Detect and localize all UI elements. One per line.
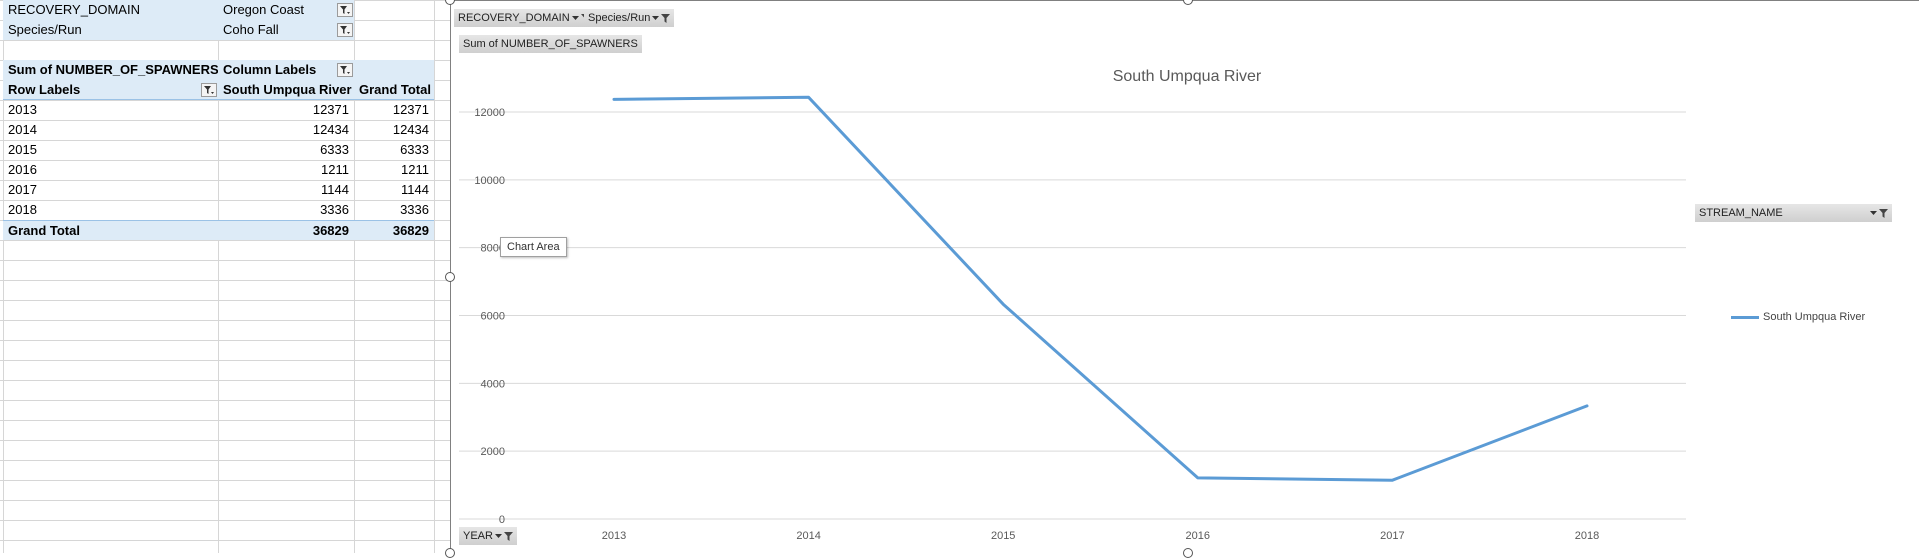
row-value[interactable]: 3336 <box>320 202 349 217</box>
row-total[interactable]: 1211 <box>401 162 429 177</box>
field-button-label: STREAM_NAME <box>1699 207 1783 219</box>
funnel-icon <box>340 5 350 14</box>
column-labels-filter-button[interactable] <box>337 63 353 77</box>
y-tick-label: 0 <box>499 514 505 526</box>
chart-field-button-stream-name[interactable]: STREAM_NAME <box>1695 204 1892 222</box>
row-labels-header[interactable]: Row Labels <box>3 80 218 100</box>
filter-value-recovery-domain[interactable]: Oregon Coast <box>218 0 354 20</box>
y-tick-label: 6000 <box>481 311 505 323</box>
row-label[interactable]: 2013 <box>8 102 37 117</box>
filter-value-species-run[interactable]: Coho Fall <box>218 20 354 40</box>
field-button-label: RECOVERY_DOMAIN <box>458 12 570 24</box>
chart-field-button-values[interactable]: Sum of NUMBER_OF_SPAWNERS <box>459 35 642 53</box>
column-header-south-umpqua: South Umpqua River <box>218 80 354 100</box>
row-total[interactable]: 12371 <box>392 102 429 117</box>
grid-line <box>218 0 219 553</box>
funnel-icon <box>1879 208 1888 218</box>
chart-field-button-year[interactable]: YEAR <box>459 527 517 545</box>
chart-legend[interactable]: South Umpqua River <box>1731 309 1865 325</box>
series-line[interactable] <box>612 95 1589 482</box>
grid-line <box>354 0 355 553</box>
legend-swatch <box>1731 315 1759 319</box>
funnel-icon <box>340 25 350 34</box>
x-tick-label: 2013 <box>602 530 626 542</box>
field-button-label: YEAR <box>463 530 493 542</box>
total-divider <box>3 220 434 221</box>
row-value[interactable]: 12371 <box>312 102 349 117</box>
chart-title[interactable]: South Umpqua River <box>1113 68 1262 85</box>
resize-handle[interactable] <box>445 272 455 282</box>
x-axis[interactable]: 2013 2014 2015 2016 2017 2018 <box>602 530 1599 542</box>
field-button-label: Species/Run <box>588 12 651 24</box>
grand-total-label[interactable]: Grand Total <box>3 221 218 240</box>
row-total[interactable]: 6333 <box>400 142 429 157</box>
field-button-label: Sum of NUMBER_OF_SPAWNERS <box>463 38 638 50</box>
filter-field-recovery-domain: RECOVERY_DOMAIN <box>3 0 218 20</box>
funnel-icon <box>340 65 350 74</box>
row-labels-filter-button[interactable] <box>201 83 217 97</box>
row-value[interactable]: 12434 <box>312 122 349 137</box>
x-tick-label: 2018 <box>1575 530 1599 542</box>
grid-line <box>3 0 4 553</box>
legend-label: South Umpqua River <box>1763 311 1866 323</box>
spreadsheet-grid[interactable]: RECOVERY_DOMAIN Oregon Coast Species/Run… <box>0 0 450 553</box>
filter-dropdown-species-run[interactable] <box>337 23 353 37</box>
chart-field-button-recovery-domain[interactable]: RECOVERY_DOMAIN <box>454 9 594 27</box>
funnel-icon <box>204 85 214 94</box>
header-divider <box>3 99 434 100</box>
x-tick-label: 2015 <box>991 530 1015 542</box>
chart-field-button-species-run[interactable]: Species/Run <box>584 9 675 27</box>
x-tick-label: 2016 <box>1186 530 1210 542</box>
row-label[interactable]: 2016 <box>8 162 37 177</box>
row-value[interactable]: 6333 <box>320 142 349 157</box>
values-field-header: Sum of NUMBER_OF_SPAWNERS <box>3 60 218 80</box>
row-label[interactable]: 2014 <box>8 122 37 137</box>
row-total[interactable]: 12434 <box>392 122 429 137</box>
chart-tooltip: Chart Area <box>500 237 567 257</box>
row-value[interactable]: 1144 <box>321 182 349 197</box>
funnel-icon <box>503 531 513 541</box>
row-total[interactable]: 3336 <box>400 202 429 217</box>
filter-dropdown-recovery-domain[interactable] <box>337 3 353 17</box>
y-axis[interactable]: 0 2000 4000 6000 8000 10000 12000 <box>474 107 505 526</box>
column-labels-header[interactable]: Column Labels <box>218 60 434 80</box>
caret-down-icon <box>494 533 502 538</box>
y-tick-label: 12000 <box>474 107 505 119</box>
x-tick-label: 2017 <box>1380 530 1404 542</box>
field-button-icons <box>1870 208 1888 218</box>
caret-down-icon <box>571 15 579 20</box>
x-tick-label: 2014 <box>796 530 820 542</box>
y-tick-label: 10000 <box>474 175 505 187</box>
row-value[interactable]: 1211 <box>321 162 349 177</box>
row-total[interactable]: 1144 <box>401 182 429 197</box>
caret-down-icon <box>1870 210 1877 215</box>
y-tick-label: 2000 <box>481 446 505 458</box>
grid-line <box>434 0 435 553</box>
gridlines <box>459 111 1686 520</box>
grand-total-value[interactable]: 36829 <box>218 221 354 240</box>
column-header-grand-total: Grand Total <box>354 80 434 100</box>
caret-down-icon <box>652 15 660 20</box>
filter-field-species-run: Species/Run <box>3 20 218 40</box>
plot-area[interactable] <box>612 95 1589 482</box>
funnel-icon <box>661 13 671 23</box>
row-label[interactable]: 2015 <box>8 142 37 157</box>
grand-total-total[interactable]: 36829 <box>354 221 434 240</box>
y-tick-label: 4000 <box>481 378 505 390</box>
y-tick-label: 8000 <box>481 243 505 255</box>
row-label[interactable]: 2017 <box>8 182 37 197</box>
row-label[interactable]: 2018 <box>8 202 37 217</box>
